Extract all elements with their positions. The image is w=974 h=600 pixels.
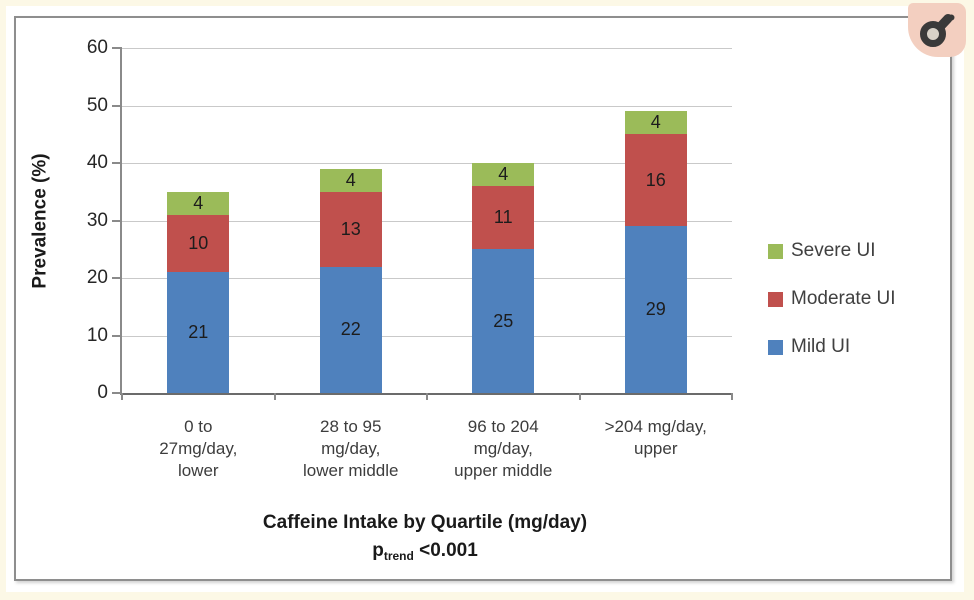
- gridline: [122, 335, 732, 337]
- bar-segment: 4: [319, 168, 382, 192]
- y-tick-label: 0: [97, 382, 108, 403]
- y-axis-title: Prevalence (%): [30, 152, 51, 289]
- legend-label: Moderate UI: [791, 288, 896, 309]
- x-category-label: 28 to 95 mg/day, lower middle: [275, 416, 428, 482]
- x-category-label-line: lower middle: [303, 461, 399, 480]
- bar-value-label: 21: [188, 322, 209, 343]
- legend-item: Severe UI: [768, 240, 896, 262]
- bar-value-label: 4: [498, 164, 509, 184]
- bar-value-label: 4: [650, 112, 661, 133]
- bar-value-label: 10: [188, 233, 209, 253]
- y-tick-mark: [112, 219, 122, 222]
- y-axis-title-wrap: Prevalence (%): [26, 48, 56, 393]
- x-category-label-line: mg/day,: [473, 439, 533, 458]
- corner-badge[interactable]: [908, 3, 966, 57]
- y-tick-label: 30: [86, 209, 108, 231]
- x-category-label-line: 0 to: [184, 417, 213, 436]
- y-tick-mark: [112, 47, 122, 49]
- legend-label: Mild UI: [791, 336, 851, 357]
- bar-segment: 25: [472, 249, 535, 393]
- x-tick-mark: [121, 393, 123, 400]
- bar-segment: 22: [319, 266, 382, 393]
- legend-swatch: [768, 243, 783, 259]
- legend-swatch: [768, 291, 783, 307]
- x-tick-mark: [273, 393, 276, 400]
- x-category-label-line: upper: [634, 439, 678, 458]
- legend-swatch: [768, 339, 783, 355]
- y-tick-mark: [112, 334, 122, 337]
- bar-segment: 13: [319, 191, 382, 267]
- bar-segment: 4: [167, 191, 230, 215]
- bar-value-label: 16: [645, 169, 666, 190]
- gridline: [122, 163, 732, 164]
- gridline: [122, 48, 732, 49]
- legend: Severe UI Moderate UI Mild UI: [768, 240, 896, 358]
- y-tick-label: 50: [86, 94, 108, 116]
- p-symbol: p: [372, 540, 384, 561]
- bar-segment: 4: [472, 163, 535, 186]
- gridline: [122, 105, 732, 107]
- y-tick-mark: [112, 104, 122, 107]
- x-category-label: >204 mg/day, upper: [580, 416, 733, 460]
- bar-value-label: 22: [340, 319, 361, 340]
- x-category-label-line: mg/day,: [321, 439, 381, 458]
- bar-value-label: 25: [493, 310, 514, 331]
- bar-value-label: 4: [345, 169, 356, 190]
- y-tick-label: 60: [86, 37, 108, 58]
- x-category-label: 0 to 27mg/day, lower: [122, 416, 275, 482]
- x-category-label-line: 96 to 204: [467, 417, 539, 436]
- y-tick-mark: [112, 162, 122, 164]
- x-tick-mark: [578, 393, 581, 400]
- x-category-label-line: upper middle: [454, 461, 553, 480]
- y-tick-label: 10: [86, 324, 108, 346]
- bar-value-label: 29: [645, 299, 666, 320]
- p-subscript: trend: [383, 549, 414, 563]
- bar-value-label: 11: [493, 207, 513, 228]
- p-value: <0.001: [413, 540, 478, 561]
- plot-area: 0 10 20 30 40 50 60 21 10 4 0 to 27mg/day, lower 22 13…: [87, 38, 733, 480]
- bar-segment: 11: [472, 186, 535, 250]
- bar-value-label: 4: [193, 192, 204, 213]
- gridline: [122, 220, 732, 222]
- x-axis-title: Caffeine Intake by Quartile (mg/day): [262, 512, 588, 533]
- x-category-label-line: 28 to 95: [320, 417, 382, 436]
- x-category-label-line: >204 mg/day,: [604, 417, 707, 436]
- bar-segment: 29: [624, 226, 687, 393]
- p-trend-note: ptrend <0.001: [120, 540, 730, 563]
- x-category-label-line: lower: [177, 461, 219, 480]
- y-tick-label: 20: [86, 267, 108, 288]
- y-tick-label: 40: [86, 152, 108, 173]
- bar-segment: 10: [167, 214, 230, 273]
- male-symbol-icon: [920, 14, 955, 47]
- x-tick-mark: [731, 393, 733, 400]
- bar-segment: 21: [167, 272, 230, 393]
- gridline: [122, 278, 732, 279]
- x-category-label: 96 to 204 mg/day, upper middle: [427, 416, 580, 482]
- bar-value-label: 13: [340, 218, 361, 239]
- legend-label: Severe UI: [791, 240, 876, 261]
- x-category-label-line: 27mg/day,: [159, 439, 238, 458]
- legend-item: Mild UI: [768, 336, 896, 358]
- y-tick-mark: [112, 277, 122, 279]
- bar-segment: 16: [624, 134, 687, 227]
- bar-segment: 4: [624, 111, 687, 135]
- y-tick-mark: [112, 392, 122, 394]
- x-tick-mark: [426, 393, 428, 400]
- legend-item: Moderate UI: [768, 288, 896, 310]
